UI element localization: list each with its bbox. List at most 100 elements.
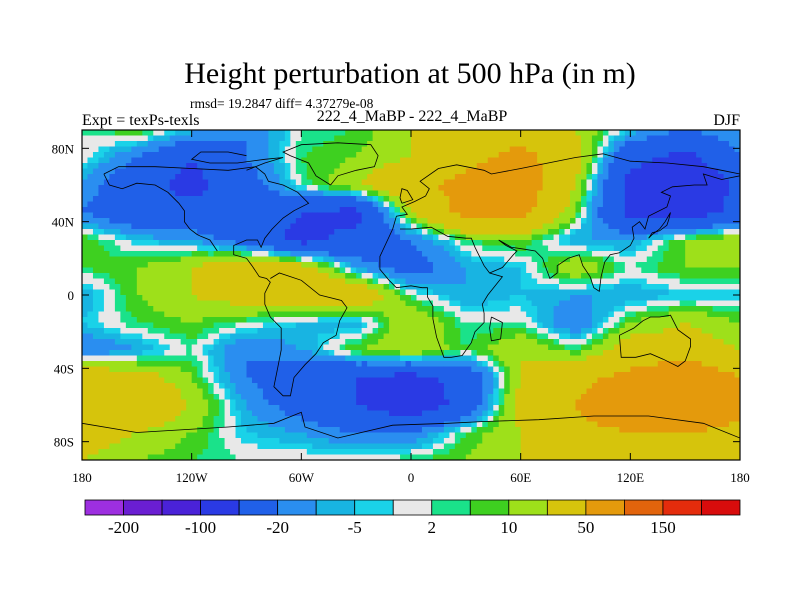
heatmap-cell [427,190,434,197]
heatmap-cell [652,317,659,324]
heatmap-cell [586,278,593,285]
heatmap-cell [646,306,653,313]
heatmap-cell [345,135,352,142]
heatmap-cell [602,333,609,340]
heatmap-cell [526,278,533,285]
heatmap-cell [339,190,346,197]
heatmap-cell [537,141,544,148]
heatmap-cell [421,212,429,219]
heatmap-cell [202,240,209,247]
heatmap-cell [542,179,549,186]
heatmap-cell [718,234,725,241]
heatmap-cell [591,350,599,357]
heatmap-cell [723,300,730,307]
heatmap-cell [114,174,121,181]
heatmap-cell [432,328,440,335]
heatmap-cell [564,273,571,280]
heatmap-cell [251,229,259,236]
heatmap-cell [679,328,686,335]
heatmap-cell [542,240,549,247]
heatmap-cell [345,256,352,263]
heatmap-cell [82,245,89,252]
heatmap-cell [136,179,143,186]
heatmap-cell [334,284,341,291]
heatmap-cell [493,130,500,137]
heatmap-cell [208,355,215,362]
heatmap-cell [103,295,111,302]
heatmap-cell [641,201,648,208]
heatmap-cell [591,328,599,335]
heatmap-cell [389,141,396,148]
heatmap-cell [438,196,445,203]
heatmap-cell [685,229,692,236]
heatmap-cell [602,251,609,258]
heatmap-cell [635,328,642,335]
heatmap-cell [487,141,494,148]
heatmap-cell [641,267,648,274]
heatmap-cell [460,311,467,318]
heatmap-cell [131,163,138,170]
heatmap-cell [158,278,165,285]
heatmap-cell [147,207,154,214]
heatmap-cell [465,223,472,230]
heatmap-cell [668,306,675,313]
heatmap-cell [564,245,571,252]
heatmap-cell [82,355,89,362]
heatmap-cell [235,339,242,346]
heatmap-cell [82,201,89,208]
heatmap-cell [345,212,352,219]
heatmap-cell [142,344,149,351]
heatmap-cell [679,135,686,142]
heatmap-cell [575,135,582,142]
heatmap-cell [87,350,94,357]
heatmap-cell [608,179,615,186]
heatmap-cell [257,146,264,153]
heatmap-cell [295,146,302,153]
heatmap-cell [427,146,434,153]
heatmap-cell [153,273,160,280]
heatmap-cell [109,146,116,153]
heatmap-cell [509,207,516,214]
heatmap-cell [345,229,352,236]
heatmap-cell [367,355,374,362]
heatmap-cell [421,130,429,137]
heatmap-cell [575,289,582,296]
heatmap-cell [383,311,390,318]
heatmap-cell [273,234,280,241]
heatmap-cell [526,152,533,159]
heatmap-cell [602,185,609,192]
heatmap-cell [476,328,483,335]
heatmap-cell [405,174,412,181]
heatmap-cell [109,157,116,164]
heatmap-cell [602,174,609,181]
heatmap-cell [520,146,527,153]
heatmap-cell [158,267,165,274]
heatmap-cell [586,267,593,274]
heatmap-cell [482,267,489,274]
heatmap-cell [219,152,226,159]
heatmap-cell [542,328,549,335]
heatmap-cell [707,135,714,142]
heatmap-cell [696,218,703,225]
heatmap-cell [312,130,319,137]
heatmap-cell [109,207,116,214]
heatmap-cell [718,328,725,335]
heatmap-cell [504,135,511,142]
heatmap-cell [87,229,94,236]
heatmap-cell [729,251,736,258]
heatmap-cell [652,300,659,307]
heatmap-cell [323,333,330,340]
heatmap-cell [147,168,154,175]
heatmap-cell [646,251,653,258]
heatmap-cell [591,174,599,181]
heatmap-cell [443,311,450,318]
heatmap-cell [213,322,220,329]
heatmap-cell [597,267,604,274]
heatmap-cell [87,146,94,153]
heatmap-cell [142,229,149,236]
heatmap-cell [169,130,176,137]
heatmap-cell [389,256,396,263]
heatmap-cell [367,141,374,148]
heatmap-cell [542,295,549,302]
heatmap-cell [262,256,270,263]
